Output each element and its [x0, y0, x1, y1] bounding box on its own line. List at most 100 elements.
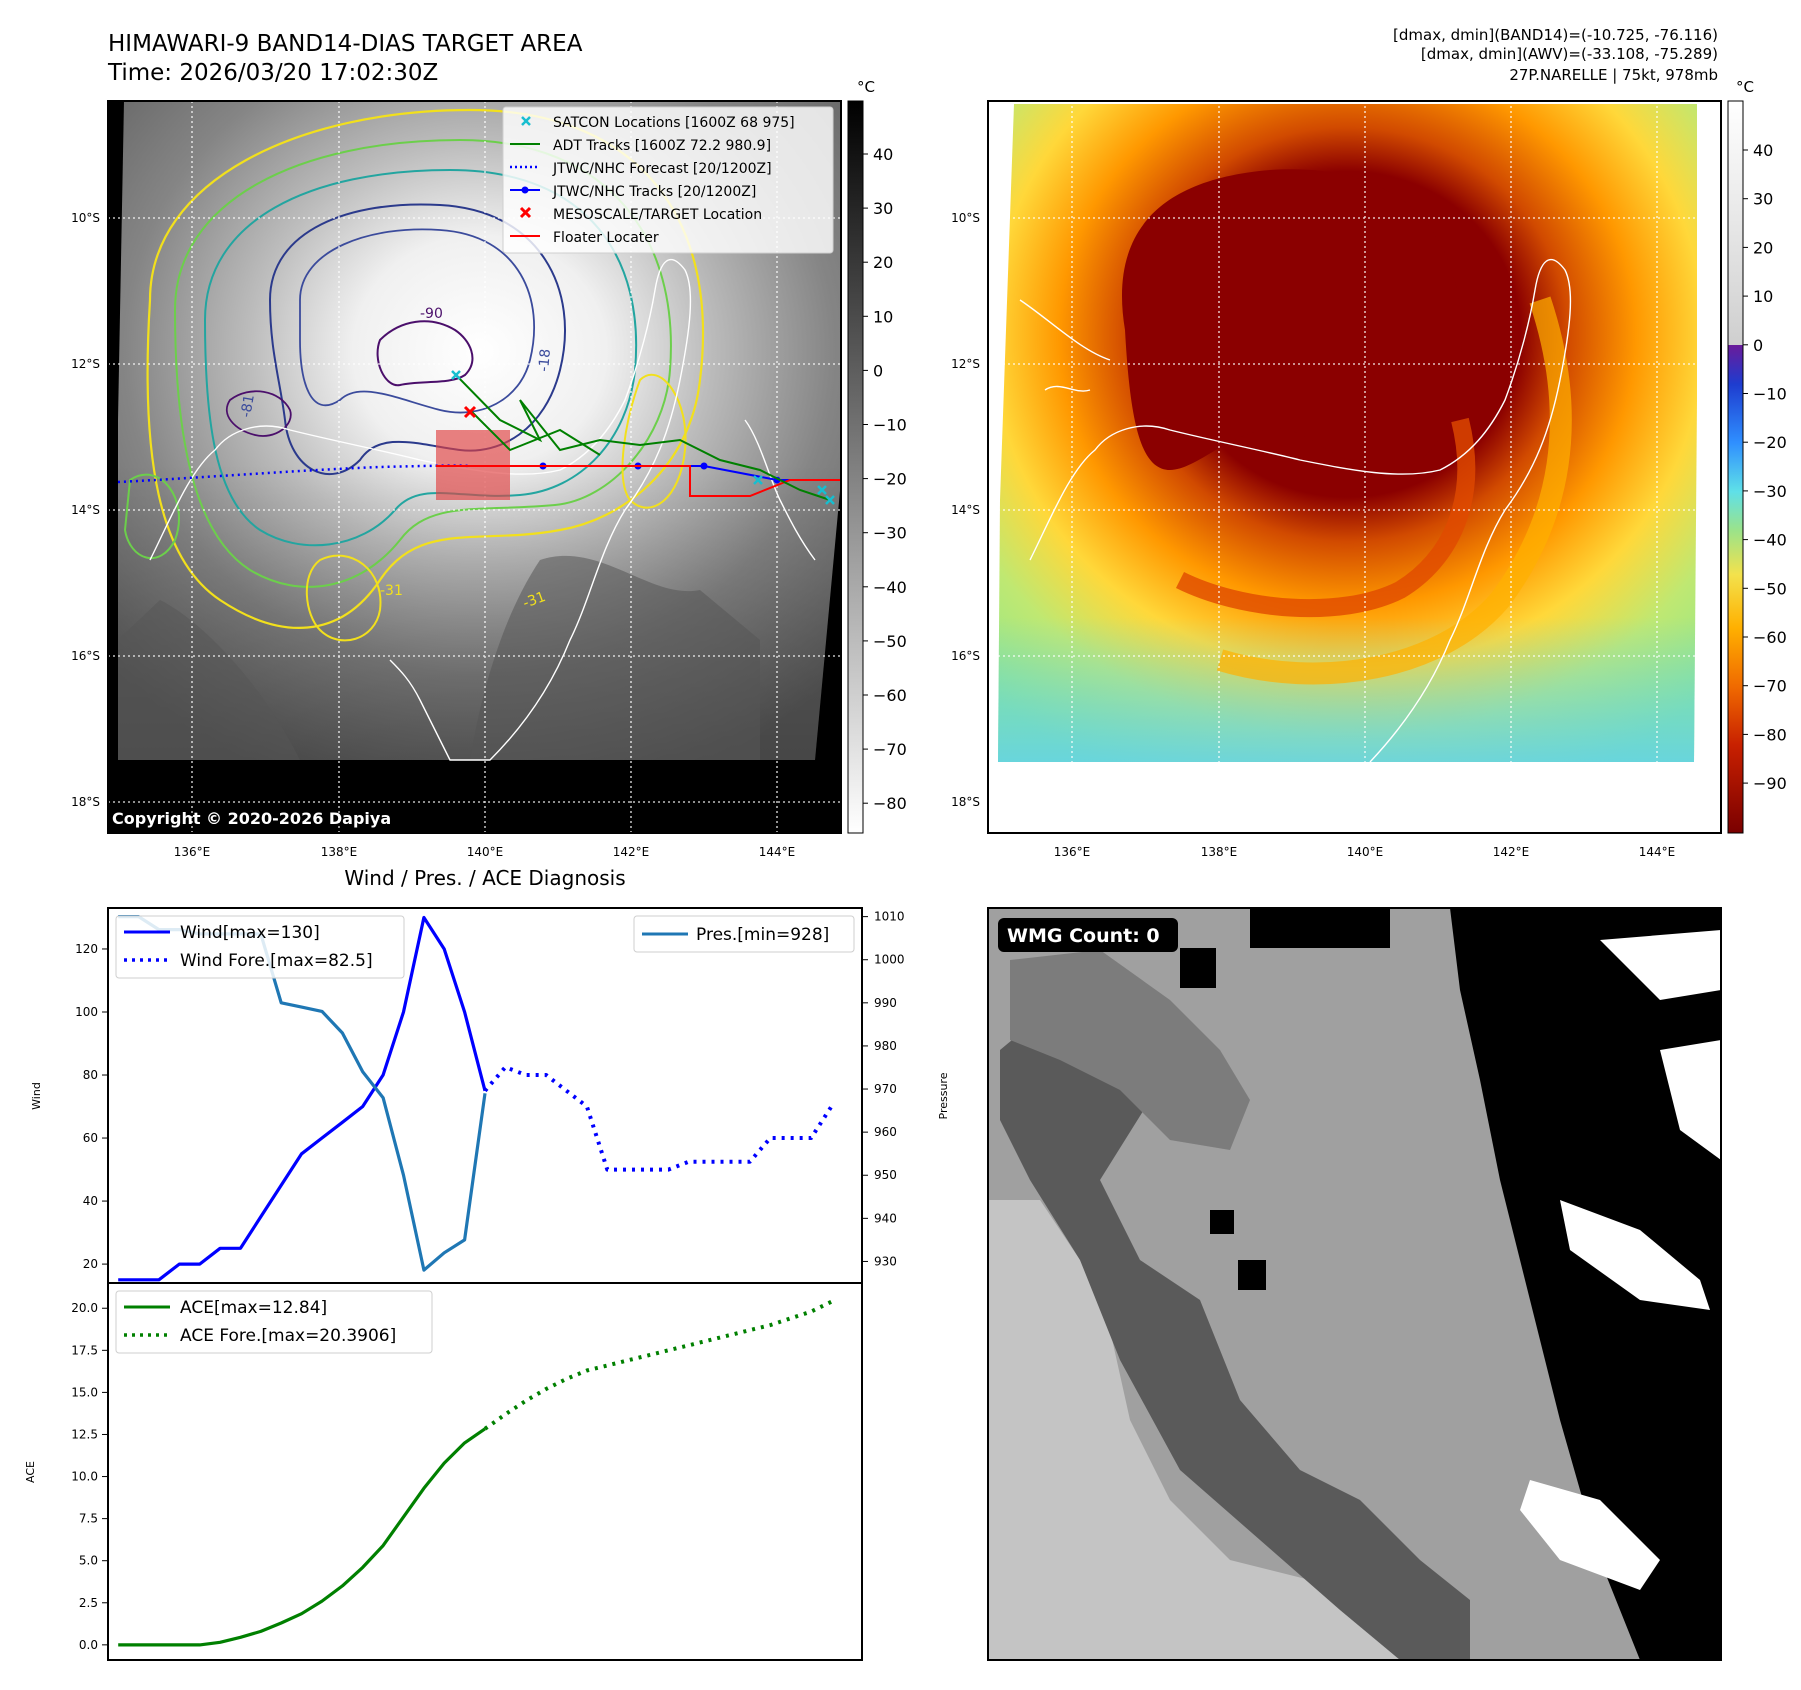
lat-label: 12°S: [71, 357, 100, 371]
lat-label: 18°S: [71, 795, 100, 809]
wmg-white-patch: [1600, 930, 1721, 1000]
ace-ytick-label: 2.5: [79, 1596, 98, 1610]
wmg-mid-region: [1010, 950, 1250, 1150]
ace-ytick-label: 5.0: [79, 1554, 98, 1568]
legend-entry-jtwc-tracks: JTWC/NHC Tracks [20/1200Z]: [510, 184, 756, 200]
ace-ytick-label: 0.0: [79, 1638, 98, 1652]
awv-lat-labels: 10°S 12°S 14°S 16°S 18°S: [951, 211, 980, 809]
adt-tracks: [469, 409, 601, 456]
figure-title: HIMAWARI-9 BAND14-DIAS TARGET AREA: [108, 31, 583, 57]
lon-label: 138°E: [321, 845, 358, 859]
series-line-0: [118, 915, 487, 1282]
colorbar-tick-label: −80: [873, 794, 907, 813]
colorbar-tick-label: 30: [873, 199, 893, 218]
wmg-white-patch: [1560, 1200, 1710, 1310]
ir-colorbar: °C 40 30 20 10 0 −10 −20 −30 −40 −50 −60 −70 −80: [847, 78, 907, 834]
pressure-ytick-label: 970: [874, 1082, 897, 1096]
wmg-black-cell: [1210, 1210, 1234, 1234]
coastline: [149, 258, 692, 761]
ace-ytick-label: 7.5: [79, 1512, 98, 1526]
wind-legend-box: [115, 915, 405, 979]
diagnosis-panel: Wind / Pres. / ACE Diagnosis Wind Pressu…: [24, 866, 950, 1661]
contour-label: -90: [420, 306, 443, 322]
wind-ytick-label: 20: [83, 1257, 98, 1271]
awv-spiral-band: [1175, 417, 1476, 618]
awv-spiral-band: [1216, 296, 1572, 685]
legend-box: [502, 106, 834, 254]
lat-label: 14°S: [951, 503, 980, 517]
series-line-1: [483, 1065, 834, 1172]
colorbar-unit: °C: [1736, 78, 1754, 96]
wind-ytick-label: 120: [75, 942, 98, 956]
colorbar-unit: °C: [857, 78, 875, 96]
coastline: [744, 419, 816, 561]
pressure-ytick-label: 1010: [874, 910, 905, 924]
lon-label: 136°E: [174, 845, 211, 859]
lon-label: 136°E: [1054, 845, 1091, 859]
ir-lon-labels: 136°E 138°E 140°E 142°E 144°E: [174, 845, 796, 859]
contour-label: -18: [536, 348, 554, 372]
contour-green: [173, 138, 672, 588]
colorbar-tick-label: 10: [873, 307, 893, 326]
legend-entry-adt: ADT Tracks [1600Z 72.2 980.9]: [510, 138, 771, 154]
colorbar-tick-label: −70: [873, 740, 907, 759]
ace-ytick-label: 10.0: [71, 1470, 98, 1484]
ace-legend-label: ACE[max=12.84]: [180, 1298, 327, 1318]
wind-ytick-label: 100: [75, 1005, 98, 1019]
coastline: [1019, 299, 1111, 392]
pressure-ytick-label: 940: [874, 1211, 897, 1225]
colorbar-tick-label: −40: [1753, 531, 1787, 550]
colorbar-tick-label: −20: [873, 470, 907, 489]
legend-label: Floater Locater: [553, 230, 659, 246]
contour-label: -31: [521, 589, 548, 612]
wind-legend: Wind[max=130] Wind Fore.[max=82.5]: [115, 915, 405, 979]
colorbar-ticks: 40 30 20 10 0 −10 −20 −30 −40 −50 −60 −70 −80 −90: [1743, 141, 1787, 793]
colorbar-tick-label: −70: [1753, 677, 1787, 696]
lat-label: 16°S: [71, 649, 100, 663]
colorbar-tick-label: 0: [873, 361, 883, 380]
ace-series-line-0: [118, 1427, 486, 1647]
awv-lon-labels: 136°E 138°E 140°E 142°E 144°E: [1054, 845, 1676, 859]
dmax-band14-label: [dmax, dmin](BAND14)=(-10.725, -76.116): [1393, 26, 1718, 44]
lat-label: 10°S: [71, 211, 100, 225]
contour-yellow-patch: [305, 554, 382, 642]
colorbar-tick-label: 40: [1753, 141, 1773, 160]
colorbar-tick-label: −60: [1753, 628, 1787, 647]
awv-dark-core: [1121, 169, 1462, 472]
wmg-count-label: WMG Count: 0: [1007, 925, 1160, 947]
lon-label: 138°E: [1201, 845, 1238, 859]
legend-entry-jtwc-forecast: JTWC/NHC Forecast [20/1200Z]: [510, 161, 772, 177]
wmg-black-cell: [1238, 1260, 1266, 1290]
colorbar-tick-label: −30: [1753, 482, 1787, 501]
ace-ytick-label: 15.0: [71, 1385, 98, 1399]
map-legend: SATCON Locations [1600Z 68 975] ADT Trac…: [502, 106, 834, 254]
legend-label: MESOSCALE/TARGET Location: [553, 207, 762, 223]
lat-label: 18°S: [951, 795, 980, 809]
pressure-ytick-label: 1000: [874, 953, 905, 967]
ace-axis-label: ACE: [24, 1461, 37, 1483]
pressure-legend-box: [633, 915, 855, 953]
wind-forecast-legend-label: Wind Fore.[max=82.5]: [180, 951, 373, 971]
wmg-white-patch: [1660, 1040, 1721, 1160]
colorbar-warm-segment: [1728, 101, 1743, 345]
ace-ytick-label: 20.0: [71, 1301, 98, 1315]
legend-label: JTWC/NHC Tracks [20/1200Z]: [552, 184, 756, 200]
colorbar-tick-label: −40: [873, 578, 907, 597]
mesoscale-legend-icon: [519, 206, 532, 219]
contour-purple: [376, 320, 474, 387]
ace-yticks: 0.0 2.5 5.0 7.5 10.0 12.5 15.0 17.5 20.0: [71, 1301, 108, 1652]
colorbar-tick-label: 20: [873, 253, 893, 272]
wmg-border: [987, 907, 1722, 1661]
legend-label: ADT Tracks [1600Z 72.2 980.9]: [553, 138, 771, 154]
lat-label: 10°S: [951, 211, 980, 225]
contour-label: -81: [238, 393, 258, 418]
lat-label: 12°S: [951, 357, 980, 371]
ir-lat-labels: 10°S 12°S 14°S 16°S 18°S: [71, 211, 100, 809]
colorbar-tick-label: 40: [873, 145, 893, 164]
pressure-ytick-label: 980: [874, 1039, 897, 1053]
pressure-axis-label: Pressure: [937, 1072, 950, 1119]
colorbar-tick-label: 30: [1753, 190, 1773, 209]
colorbar-cold-segment: [1728, 345, 1743, 833]
ace-legend-box: [115, 1290, 433, 1354]
colorbar-tick-label: −20: [1753, 433, 1787, 452]
